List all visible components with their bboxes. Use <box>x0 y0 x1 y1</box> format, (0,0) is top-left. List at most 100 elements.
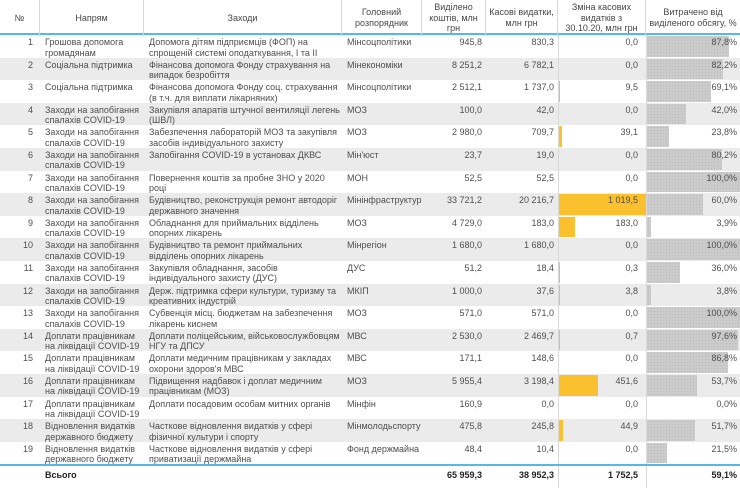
cell-measures: Доплати медичним працівникам у закладах … <box>149 353 332 374</box>
table-row[interactable]: 3 Соціальна підтримка Фінансова допомога… <box>0 80 740 103</box>
cell-direction: Доплати працівникам на ліквідації COVID-… <box>45 375 140 397</box>
col-header-num[interactable]: № <box>0 0 40 36</box>
change-value: 0,0 <box>625 104 638 115</box>
row-number: 16 <box>22 375 33 386</box>
row-number: 3 <box>27 82 33 93</box>
row-number: 6 <box>27 149 33 160</box>
spent-bar <box>647 148 722 170</box>
table-row[interactable]: 1 Грошова допомога громадянам Допомога д… <box>0 35 740 58</box>
change-value: 0,0 <box>625 398 638 409</box>
cell-spent: 82,2% <box>646 57 740 81</box>
col-header-measures[interactable]: Заходи <box>144 0 342 36</box>
cell-change: 0,0 <box>558 147 646 171</box>
table-row[interactable]: 8 Заходи на запобігання спалахів COVID-1… <box>0 193 740 216</box>
cell-direction: Заходи на запобігання спалахів COVID-19 <box>45 262 139 284</box>
spent-bar <box>647 420 696 441</box>
total-spacer <box>144 466 342 488</box>
table-row[interactable]: 9 Заходи на запобігання спалахів COVID-1… <box>0 215 740 239</box>
table-row[interactable]: 12 Заходи на запобігання спалахів COVID-… <box>0 283 740 307</box>
change-bar <box>559 374 598 396</box>
cell-administrator: Фонд держмайна <box>347 443 420 454</box>
table-row[interactable]: 17 Доплати працівникам на ліквідації COV… <box>0 396 740 420</box>
cell-administrator: МКІП <box>347 285 369 296</box>
cell-direction: Відновлення видатків державного бюджету <box>45 421 136 442</box>
cell-change: 1 019,5 <box>558 193 646 216</box>
table-row[interactable]: 5 Заходи на запобігання спалахів COVID-1… <box>0 125 740 148</box>
spent-bar <box>647 58 724 80</box>
change-bar <box>559 261 560 283</box>
cell-measures: Запобігання COVID-19 в установах ДКВС <box>149 149 322 160</box>
row-number: 15 <box>22 353 33 364</box>
spent-value: 86,8% <box>711 353 737 364</box>
spent-value: 3,9% <box>716 217 737 228</box>
spent-value: 100,0% <box>706 308 737 319</box>
cell-change: 39,1 <box>558 125 646 148</box>
table-row[interactable]: 4 Заходи на запобігання спалахів COVID-1… <box>0 102 740 126</box>
cell-cash: 19,0 <box>536 149 554 160</box>
cell-spent: 42,0% <box>646 102 740 126</box>
cell-allocated: 1 000,0 <box>451 285 482 296</box>
cell-cash: 709,7 <box>531 127 554 138</box>
col-header-allocated[interactable]: Виділено коштів, млн грн <box>422 0 486 36</box>
row-number: 5 <box>27 127 33 138</box>
cell-measures: Закупівля обладнання, засобів індивідуал… <box>149 262 278 284</box>
col-header-change[interactable]: Зміна касових видатків з 30.10.20, млн г… <box>558 0 646 36</box>
spent-value: 80,2% <box>711 149 737 160</box>
table-row[interactable]: 2 Соціальна підтримка Фінансова допомога… <box>0 57 740 81</box>
spent-bar <box>647 442 667 464</box>
spent-bar <box>647 194 703 215</box>
cell-change: 0,0 <box>558 35 646 58</box>
cell-cash: 1 737,0 <box>523 82 554 93</box>
total-cash: 38 952,3 <box>518 470 554 481</box>
cell-spent: 97,6% <box>646 328 740 352</box>
total-allocated: 65 959,3 <box>446 470 482 481</box>
change-value: 0,0 <box>625 308 638 319</box>
cell-administrator: МОН <box>347 172 368 183</box>
spent-bar <box>647 171 740 193</box>
cell-measures: Будівництво, реконструкція ремонт автодо… <box>149 195 338 216</box>
row-number: 4 <box>27 104 33 115</box>
table-row[interactable]: 14 Доплати працівникам на ліквідації COV… <box>0 328 740 352</box>
spent-bar <box>647 36 729 57</box>
cell-direction: Заходи на запобігання спалахів COVID-19 <box>45 308 139 329</box>
table-row[interactable]: 6 Заходи на запобігання спалахів COVID-1… <box>0 147 740 171</box>
cell-allocated: 52,5 <box>464 172 482 183</box>
cell-direction: Заходи на запобігання спалахів COVID-19 <box>45 240 139 261</box>
cell-cash: 18,4 <box>536 262 554 273</box>
row-number: 8 <box>27 195 33 206</box>
cell-change: 0,0 <box>558 238 646 261</box>
cell-allocated: 23,7 <box>464 149 482 160</box>
cell-allocated: 51,2 <box>464 262 482 273</box>
spent-value: 82,2% <box>711 59 737 70</box>
table-row[interactable]: 18 Відновлення видатків державного бюдже… <box>0 419 740 442</box>
cell-spent: 3,8% <box>646 283 740 307</box>
cell-allocated: 2 980,0 <box>451 127 482 138</box>
cell-change: 0,0 <box>558 57 646 81</box>
col-header-cash[interactable]: Касові видатки, млн грн <box>486 0 558 36</box>
spent-value: 36,0% <box>711 262 737 273</box>
spent-bar <box>647 261 681 283</box>
total-spacer <box>0 466 40 488</box>
table-row[interactable]: 11 Заходи на запобігання спалахів COVID-… <box>0 260 740 284</box>
change-bar <box>559 81 560 102</box>
table-row[interactable]: 10 Заходи на запобігання спалахів COVID-… <box>0 238 740 261</box>
row-number: 7 <box>27 172 33 183</box>
col-header-spent[interactable]: Витрачено від виділеного обсягу, % <box>649 7 737 28</box>
cell-spent: 53,7% <box>646 373 740 397</box>
cell-measures: Доплати поліцейським, військовослужбовця… <box>149 330 340 352</box>
table-row[interactable]: 13 Заходи на запобігання спалахів COVID-… <box>0 306 740 329</box>
col-header-direction[interactable]: Напрям <box>40 0 144 36</box>
cell-change: 0,7 <box>558 328 646 352</box>
cell-allocated: 1 680,0 <box>451 240 482 251</box>
col-header-administrator[interactable]: Головний розпорядник <box>342 0 422 36</box>
table-row[interactable]: 19 Відновлення видатків державного бюдже… <box>0 441 740 465</box>
cell-direction: Заходи на запобігання спалахів COVID-19 <box>45 217 139 239</box>
cell-cash: 3 198,4 <box>523 375 554 386</box>
total-label: Всього <box>45 470 77 481</box>
cell-measures: Субвенція місц. бюджетам на забезпечення… <box>149 308 333 329</box>
table-row[interactable]: 15 Доплати працівникам на ліквідації COV… <box>0 351 740 374</box>
cell-administrator: Мінсоцполітики <box>347 37 412 47</box>
table-row[interactable]: 16 Доплати працівникам на ліквідації COV… <box>0 373 740 397</box>
table-row[interactable]: 7 Заходи на запобігання спалахів COVID-1… <box>0 170 740 194</box>
